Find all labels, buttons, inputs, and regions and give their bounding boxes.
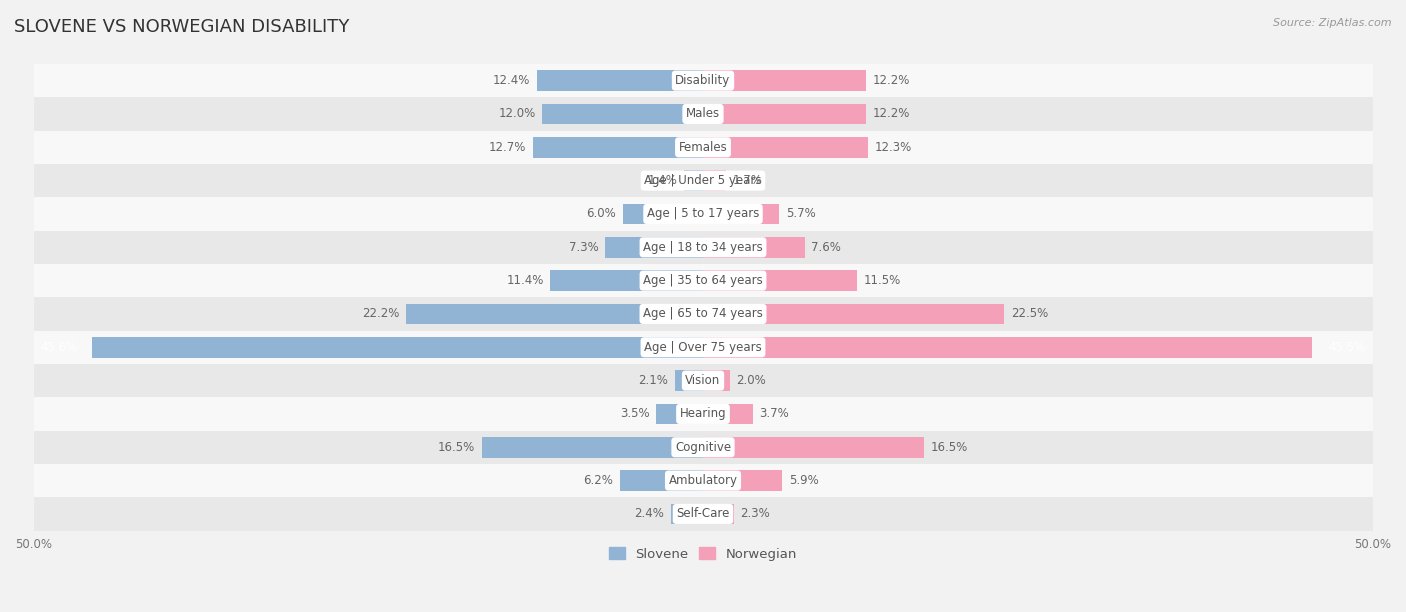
Bar: [703, 403, 752, 424]
Text: 5.9%: 5.9%: [789, 474, 818, 487]
Bar: [671, 504, 703, 524]
Text: 2.0%: 2.0%: [737, 374, 766, 387]
Text: Vision: Vision: [685, 374, 721, 387]
Text: Cognitive: Cognitive: [675, 441, 731, 453]
Bar: [34, 164, 1372, 197]
Bar: [703, 70, 866, 91]
Bar: [34, 64, 1372, 97]
Text: 7.6%: 7.6%: [811, 241, 841, 254]
Text: Hearing: Hearing: [679, 408, 727, 420]
Bar: [620, 470, 703, 491]
Text: 3.5%: 3.5%: [620, 408, 650, 420]
Bar: [34, 97, 1372, 130]
Bar: [406, 304, 703, 324]
Text: SLOVENE VS NORWEGIAN DISABILITY: SLOVENE VS NORWEGIAN DISABILITY: [14, 18, 350, 36]
Text: Age | Under 5 years: Age | Under 5 years: [644, 174, 762, 187]
Text: 16.5%: 16.5%: [439, 441, 475, 453]
Bar: [34, 297, 1372, 330]
Text: 1.4%: 1.4%: [648, 174, 678, 187]
Bar: [34, 431, 1372, 464]
Bar: [703, 470, 782, 491]
Bar: [685, 170, 703, 191]
Bar: [34, 498, 1372, 531]
Bar: [93, 337, 703, 357]
Legend: Slovene, Norwegian: Slovene, Norwegian: [603, 542, 803, 566]
Bar: [703, 103, 866, 124]
Bar: [703, 271, 858, 291]
Bar: [703, 170, 725, 191]
Text: Age | 65 to 74 years: Age | 65 to 74 years: [643, 307, 763, 321]
Text: Disability: Disability: [675, 74, 731, 87]
Text: 2.1%: 2.1%: [638, 374, 668, 387]
Bar: [703, 137, 868, 158]
Bar: [537, 70, 703, 91]
Bar: [605, 237, 703, 258]
Bar: [703, 304, 1004, 324]
Text: Age | 35 to 64 years: Age | 35 to 64 years: [643, 274, 763, 287]
Bar: [533, 137, 703, 158]
Bar: [34, 264, 1372, 297]
Bar: [703, 237, 804, 258]
Bar: [623, 204, 703, 224]
Text: 3.7%: 3.7%: [759, 408, 789, 420]
Text: 12.0%: 12.0%: [498, 108, 536, 121]
Text: 22.5%: 22.5%: [1011, 307, 1049, 321]
Text: Females: Females: [679, 141, 727, 154]
Bar: [703, 370, 730, 391]
Text: 7.3%: 7.3%: [569, 241, 599, 254]
Text: 6.0%: 6.0%: [586, 207, 616, 220]
Bar: [34, 197, 1372, 231]
Bar: [657, 403, 703, 424]
Text: 45.6%: 45.6%: [41, 341, 77, 354]
Bar: [703, 504, 734, 524]
Bar: [482, 437, 703, 458]
Bar: [543, 103, 703, 124]
Bar: [34, 364, 1372, 397]
Text: Source: ZipAtlas.com: Source: ZipAtlas.com: [1274, 18, 1392, 28]
Bar: [703, 204, 779, 224]
Text: 12.7%: 12.7%: [489, 141, 526, 154]
Text: 2.4%: 2.4%: [634, 507, 664, 520]
Text: Age | 5 to 17 years: Age | 5 to 17 years: [647, 207, 759, 220]
Text: 5.7%: 5.7%: [786, 207, 815, 220]
Text: 12.4%: 12.4%: [494, 74, 530, 87]
Bar: [675, 370, 703, 391]
Bar: [703, 337, 1312, 357]
Text: 2.3%: 2.3%: [741, 507, 770, 520]
Text: 16.5%: 16.5%: [931, 441, 967, 453]
Bar: [34, 231, 1372, 264]
Text: 1.7%: 1.7%: [733, 174, 762, 187]
Text: 6.2%: 6.2%: [583, 474, 613, 487]
Text: Age | 18 to 34 years: Age | 18 to 34 years: [643, 241, 763, 254]
Text: 12.2%: 12.2%: [873, 108, 911, 121]
Text: 45.5%: 45.5%: [1329, 341, 1365, 354]
Text: Age | Over 75 years: Age | Over 75 years: [644, 341, 762, 354]
Bar: [550, 271, 703, 291]
Text: Self-Care: Self-Care: [676, 507, 730, 520]
Text: Ambulatory: Ambulatory: [668, 474, 738, 487]
Bar: [34, 130, 1372, 164]
Text: 22.2%: 22.2%: [361, 307, 399, 321]
Text: 11.4%: 11.4%: [506, 274, 544, 287]
Text: 12.3%: 12.3%: [875, 141, 911, 154]
Bar: [34, 464, 1372, 498]
Text: Males: Males: [686, 108, 720, 121]
Text: 11.5%: 11.5%: [863, 274, 901, 287]
Bar: [703, 437, 924, 458]
Bar: [34, 330, 1372, 364]
Bar: [34, 397, 1372, 431]
Text: 12.2%: 12.2%: [873, 74, 911, 87]
